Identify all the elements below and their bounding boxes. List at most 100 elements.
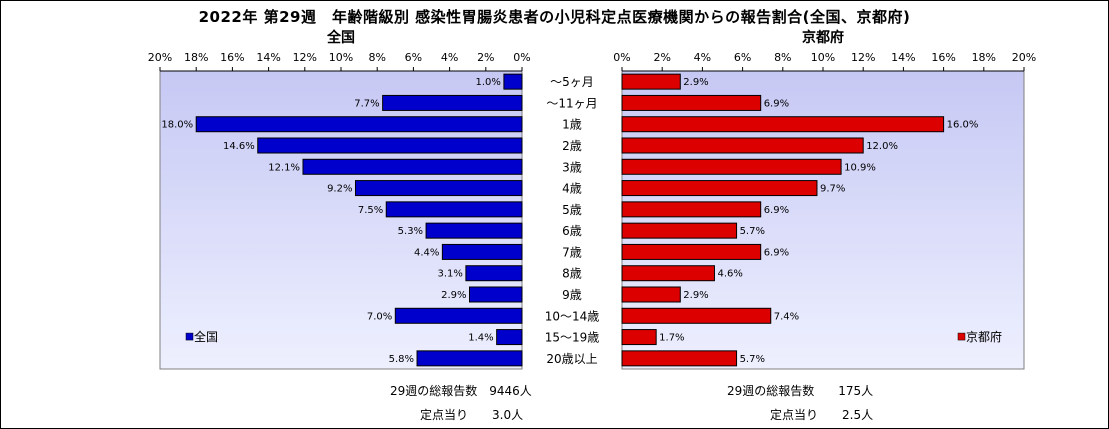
bar-label-national: 3.1%: [437, 269, 462, 280]
left-x-tick-label: 2%: [477, 51, 494, 64]
left-x-tick-label: 4%: [441, 51, 458, 64]
bar-label-national: 7.5%: [358, 205, 383, 216]
bar-label-national: 9.2%: [327, 184, 352, 195]
left-x-tick-label: 16%: [220, 51, 244, 64]
bar-national: [195, 116, 523, 133]
category-label: 3歳: [562, 160, 582, 174]
bar-label-national: 1.0%: [475, 77, 500, 88]
category-label: 1歳: [562, 118, 582, 132]
bar-label-national: 2.9%: [441, 290, 466, 301]
left-x-tick-label: 12%: [293, 51, 317, 64]
bar-kyoto: [621, 201, 762, 218]
category-label: 20歳以上: [546, 352, 597, 366]
bar-label-kyoto: 6.9%: [764, 205, 789, 216]
bar-label-kyoto: 6.9%: [764, 98, 789, 109]
left-x-tick-label: 8%: [368, 51, 385, 64]
right-x-tick-label: 2%: [653, 51, 670, 64]
category-label: 6歳: [562, 224, 582, 238]
right-x-tick-label: 20%: [1012, 51, 1036, 64]
bar-national: [302, 158, 523, 175]
national-total-reports: 29週の総報告数 9446人: [390, 384, 532, 398]
left-x-tick-label: 10%: [329, 51, 353, 64]
right-x-tick-label: 8%: [774, 51, 791, 64]
kyoto-total-reports: 29週の総報告数 175人: [727, 384, 874, 398]
bar-kyoto: [621, 222, 738, 239]
legend-swatch-national: [185, 332, 194, 341]
bar-label-national: 5.8%: [389, 354, 414, 365]
bar-kyoto: [621, 158, 842, 175]
bar-label-kyoto: 9.7%: [820, 184, 845, 195]
bar-label-kyoto: 2.9%: [683, 77, 708, 88]
bar-label-kyoto: 4.6%: [717, 269, 742, 280]
bar-label-kyoto: 10.9%: [844, 162, 876, 173]
right-x-tick-label: 12%: [851, 51, 875, 64]
bar-national: [416, 350, 523, 367]
right-x-tick-label: 18%: [972, 51, 996, 64]
national-per-point: 定点当り 3.0人: [420, 408, 524, 422]
bar-kyoto: [621, 350, 738, 367]
chart-title: 2022年 第29週 年齢階級別 感染性胃腸炎患者の小児科定点医療機関からの報告…: [198, 8, 911, 26]
left-x-tick-label: 20%: [148, 51, 172, 64]
bar-national: [382, 94, 523, 111]
bar-label-kyoto: 1.7%: [659, 333, 684, 344]
right-x-tick-label: 6%: [734, 51, 751, 64]
category-label: 9歳: [562, 288, 582, 302]
category-label: 10～14歳: [545, 309, 600, 323]
bar-label-kyoto: 2.9%: [683, 290, 708, 301]
bar-label-kyoto: 7.4%: [774, 311, 799, 322]
category-label: 7歳: [562, 245, 582, 259]
bar-label-national: 14.6%: [223, 141, 255, 152]
bar-label-national: 7.0%: [367, 311, 392, 322]
bar-kyoto: [621, 329, 657, 346]
bar-national: [257, 137, 523, 154]
bar-label-kyoto: 12.0%: [866, 141, 898, 152]
left-x-tick-label: 0%: [513, 51, 530, 64]
bar-kyoto: [621, 94, 762, 111]
legend-swatch-kyoto: [957, 332, 966, 341]
bar-national: [441, 243, 523, 260]
bar-national: [503, 73, 523, 90]
right-x-tick-label: 10%: [811, 51, 835, 64]
bar-kyoto: [621, 307, 772, 324]
bar-kyoto: [621, 243, 762, 260]
bar-national: [465, 265, 523, 282]
bar-label-kyoto: 16.0%: [947, 120, 979, 131]
bar-label-national: 5.3%: [398, 226, 423, 237]
bar-label-kyoto: 6.9%: [764, 247, 789, 258]
right-x-tick-label: 4%: [694, 51, 711, 64]
bar-kyoto: [621, 73, 681, 90]
right-x-tick-label: 14%: [891, 51, 915, 64]
bar-national: [385, 201, 523, 218]
bar-label-national: 7.7%: [354, 98, 379, 109]
right-panel-title: 京都府: [802, 30, 844, 46]
bar-label-national: 1.4%: [468, 333, 493, 344]
category-label: ～11ヶ月: [546, 96, 597, 110]
bar-label-kyoto: 5.7%: [740, 354, 765, 365]
bar-kyoto: [621, 286, 681, 303]
left-plot-background: [159, 70, 523, 370]
bar-label-national: 12.1%: [268, 162, 300, 173]
bar-kyoto: [621, 265, 715, 282]
bar-national: [425, 222, 523, 239]
legend-label-national: 全国: [194, 329, 218, 344]
bar-kyoto: [621, 116, 945, 133]
kyoto-per-point: 定点当り 2.5人: [770, 408, 874, 422]
bar-label-national: 18.0%: [161, 120, 193, 131]
legend-label-kyoto: 京都府: [966, 329, 1002, 344]
bar-national: [354, 180, 523, 197]
category-label: 5歳: [562, 203, 582, 217]
right-plot-background: [621, 70, 1025, 370]
category-label: 2歳: [562, 139, 582, 153]
bar-label-national: 4.4%: [414, 247, 439, 258]
category-label: 8歳: [562, 267, 582, 281]
left-x-tick-label: 6%: [405, 51, 422, 64]
bar-kyoto: [621, 137, 864, 154]
category-label: 4歳: [562, 182, 582, 196]
left-x-tick-label: 14%: [256, 51, 280, 64]
bar-kyoto: [621, 180, 818, 197]
bar-label-kyoto: 5.7%: [740, 226, 765, 237]
bar-national: [394, 307, 523, 324]
left-panel-title: 全国: [327, 30, 355, 46]
right-x-tick-label: 16%: [931, 51, 955, 64]
